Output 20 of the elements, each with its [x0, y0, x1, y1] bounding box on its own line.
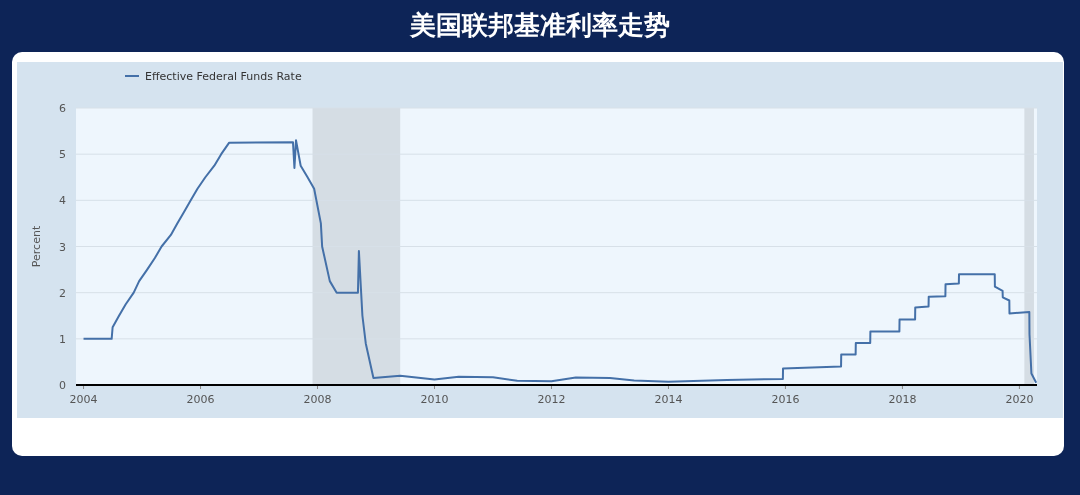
- x-tick-label: 2020: [1005, 393, 1034, 406]
- y-tick-label: 3: [59, 240, 66, 254]
- x-tick-label: 2006: [186, 393, 215, 406]
- x-tick-label: 2010: [420, 393, 449, 406]
- y-tick-label: 0: [59, 379, 66, 392]
- y-tick-label: 1: [59, 332, 66, 346]
- chart-title: 美国联邦基准利率走势: [409, 10, 670, 40]
- x-tick-label: 2004: [69, 393, 98, 406]
- y-axis-title: Percent: [30, 225, 43, 268]
- x-tick-label: 2018: [888, 393, 917, 406]
- legend-label: Effective Federal Funds Rate: [145, 70, 302, 83]
- y-tick-label: 2: [59, 286, 66, 300]
- x-tick-label: 2008: [303, 393, 332, 406]
- x-tick-label: 2016: [771, 393, 800, 406]
- y-tick-label: 6: [59, 102, 66, 115]
- y-tick-label: 5: [59, 148, 66, 162]
- y-tick-label: 4: [59, 194, 66, 208]
- line-series: [82, 139, 1038, 384]
- x-tick-label: 2014: [654, 393, 683, 406]
- x-tick-label: 2012: [537, 393, 566, 406]
